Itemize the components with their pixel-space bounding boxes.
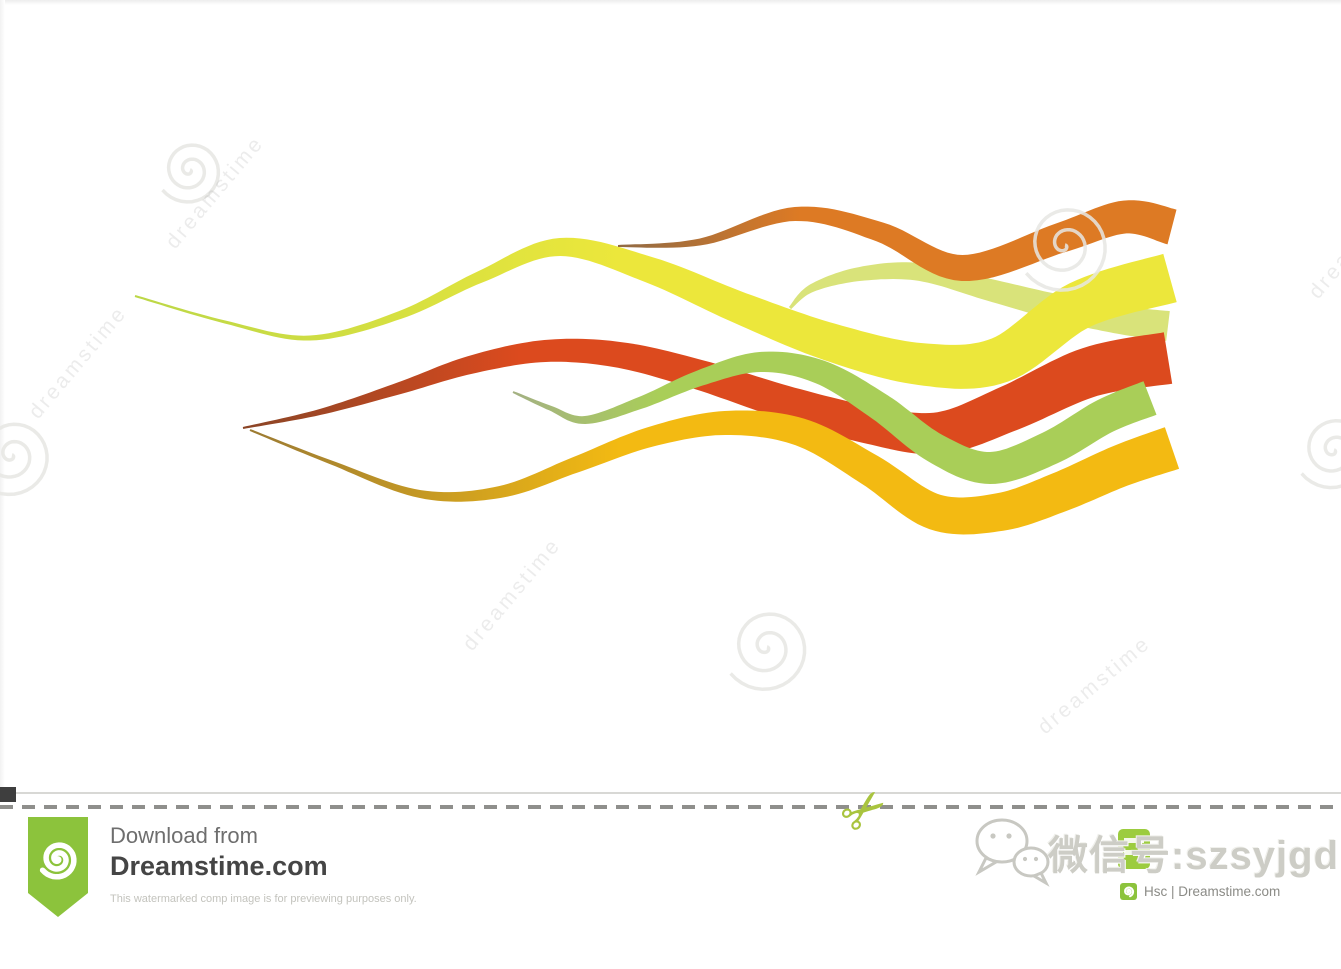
credit-row: Hsc | Dreamstime.com [1120,883,1280,900]
watermark-text: dreamstime [1304,181,1341,303]
watermark-text: dreamstime [458,533,565,655]
dreamstime-mini-icon [1120,883,1137,900]
artwork-svg: dreamstime dreamstime dreamstime dreamstime… [0,131,1341,739]
yellow-wave [134,237,1177,389]
watermark-text: dreamstime [1033,631,1155,738]
red-wave [242,332,1173,455]
mini-icon-spiral [1124,886,1135,898]
watermark-disclaimer: This watermarked comp image is for previ… [110,893,417,905]
green-wave [512,351,1157,484]
watermark-spiral [729,612,807,692]
wechat-id-label: 微信号:szsyjgd [1048,834,1340,878]
gold-wave [249,410,1180,535]
dreamstime-badge-icon [28,817,88,917]
image-left-edge [0,0,5,790]
watermark-spiral [1300,418,1341,490]
credit-label: Hsc | Dreamstime.com [1144,884,1281,899]
download-from-label: Download from [110,823,258,848]
dreamstime-site-label: Dreamstime.com [110,851,328,881]
watermark-spiral [0,422,49,497]
divider-line [0,792,1341,794]
wechat-green-badge [1118,829,1150,869]
cut-line [0,805,1341,809]
watermark-spiral [1024,208,1107,292]
divider-notch [0,787,16,802]
orange-wave [618,200,1177,281]
image-top-edge [0,0,1341,5]
watermark-text: dreamstime [24,301,131,423]
watermark-spiral [161,143,221,204]
badge-spiral [39,842,77,880]
wechat-icon [975,818,1050,887]
